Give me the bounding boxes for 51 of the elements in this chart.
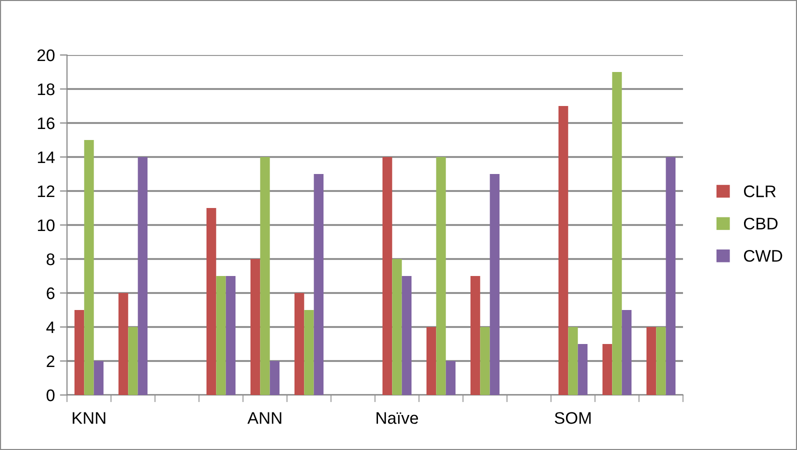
bar bbox=[74, 310, 84, 395]
bar bbox=[656, 327, 666, 395]
bar bbox=[128, 327, 138, 395]
bar bbox=[118, 293, 128, 395]
bar bbox=[250, 259, 260, 395]
bar bbox=[558, 106, 568, 395]
bar bbox=[206, 208, 216, 395]
bar bbox=[382, 157, 392, 395]
bar bbox=[84, 140, 94, 395]
bar bbox=[270, 361, 280, 395]
x-tick-label: KNN bbox=[72, 412, 106, 424]
y-tick-label: 0 bbox=[46, 389, 55, 402]
bar bbox=[578, 344, 588, 395]
bar bbox=[480, 327, 490, 395]
y-tick-label: 16 bbox=[38, 117, 54, 130]
y-tick-label: 20 bbox=[37, 49, 55, 62]
bar bbox=[568, 327, 578, 395]
bar bbox=[226, 276, 236, 395]
x-tick-label: Naïve bbox=[376, 412, 418, 424]
bar bbox=[602, 344, 612, 395]
bar bbox=[260, 157, 270, 395]
bar bbox=[294, 293, 304, 395]
y-tick-label: 6 bbox=[46, 287, 54, 300]
x-tick-label: ANN bbox=[247, 412, 282, 424]
legend-label: CLR bbox=[744, 185, 776, 198]
y-tick-label: 12 bbox=[38, 185, 54, 198]
legend-label: CWD bbox=[744, 250, 782, 262]
bar bbox=[612, 72, 622, 395]
bar bbox=[314, 174, 324, 395]
y-tick-label: 8 bbox=[46, 253, 54, 266]
bar bbox=[304, 310, 314, 395]
bar bbox=[216, 276, 226, 395]
bar bbox=[436, 157, 446, 395]
y-tick-label: 10 bbox=[38, 219, 55, 232]
bar bbox=[402, 276, 412, 395]
bar bbox=[446, 361, 456, 395]
y-tick-label: 2 bbox=[46, 355, 54, 368]
bar bbox=[646, 327, 656, 395]
y-tick-label: 4 bbox=[46, 322, 55, 334]
bar bbox=[392, 259, 402, 395]
bar bbox=[622, 310, 632, 395]
y-tick-label: 18 bbox=[38, 83, 54, 96]
bar bbox=[666, 157, 676, 395]
bar bbox=[490, 174, 500, 395]
bar bbox=[426, 327, 436, 395]
bar bbox=[470, 276, 480, 395]
y-tick-label: 14 bbox=[38, 152, 55, 164]
bar bbox=[94, 361, 104, 395]
legend-label: CBD bbox=[744, 218, 778, 230]
bar bbox=[138, 157, 148, 395]
x-tick-label: SOM bbox=[554, 412, 591, 424]
